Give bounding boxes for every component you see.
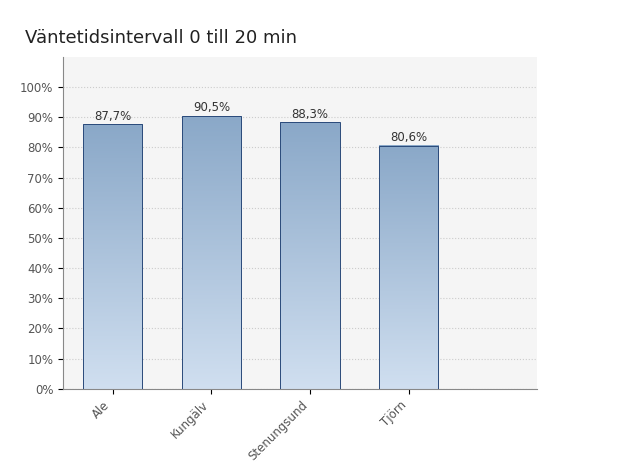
Text: Väntetidsintervall 0 till 20 min: Väntetidsintervall 0 till 20 min [25,29,297,47]
Bar [182,116,241,389]
Text: 87,7%: 87,7% [94,109,131,123]
Text: 88,3%: 88,3% [291,108,329,121]
Text: 90,5%: 90,5% [193,101,230,114]
Text: 80,6%: 80,6% [391,131,427,144]
Bar [379,146,439,389]
Bar [281,122,339,389]
Bar [83,124,142,389]
